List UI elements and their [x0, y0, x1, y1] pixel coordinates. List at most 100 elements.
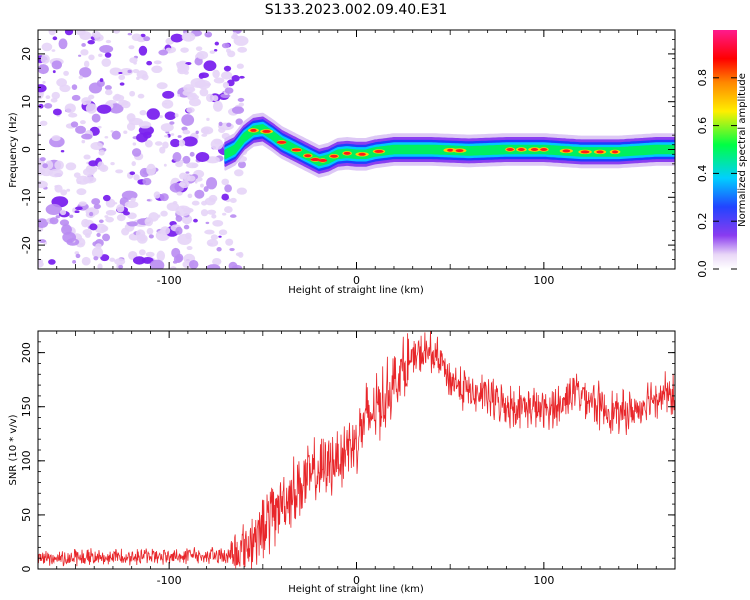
noise-blob [180, 47, 189, 53]
noise-blob [64, 30, 74, 36]
noise-blob [105, 102, 109, 106]
noise-blob [51, 49, 56, 52]
ridge-hotspot [530, 148, 539, 151]
noise-blob [216, 247, 222, 252]
noise-blob [51, 60, 63, 70]
noise-blob [177, 94, 181, 97]
noise-blob [127, 221, 138, 227]
noise-blob [113, 202, 118, 205]
noise-blob [206, 264, 221, 269]
noise-blob [181, 214, 193, 225]
noise-blob [175, 215, 183, 222]
noise-blob [162, 141, 169, 149]
noise-blob [200, 209, 209, 217]
noise-blob [203, 186, 209, 193]
spectrogram-x-tick-label: 100 [533, 274, 554, 287]
ridge-hotspot [374, 149, 384, 153]
noise-blob [237, 161, 246, 169]
noise-blob [121, 227, 130, 236]
noise-blob [229, 197, 237, 203]
noise-blob [81, 139, 86, 144]
noise-blob [59, 209, 67, 216]
noise-blob [54, 184, 63, 193]
noise-blob [143, 36, 151, 42]
noise-blob [81, 43, 86, 47]
noise-blob [139, 109, 147, 116]
noise-blob [136, 234, 148, 244]
noise-blob [78, 201, 87, 207]
noise-blob [56, 78, 68, 87]
noise-blob [206, 117, 210, 122]
noise-blob [236, 63, 244, 69]
noise-blob [75, 206, 83, 211]
noise-blob [110, 130, 114, 133]
snr-x-tick-label: 100 [533, 574, 554, 587]
noise-blob [164, 111, 176, 121]
noise-blob [221, 193, 230, 201]
ridge-hotspot [455, 149, 464, 153]
ridge-hotspot [517, 148, 525, 151]
noise-blob [210, 234, 218, 241]
noise-blob [89, 223, 98, 231]
noise-blob [89, 211, 94, 217]
noise-blob [138, 249, 146, 256]
noise-blob [97, 263, 103, 269]
noise-blob [194, 189, 205, 199]
noise-blob [233, 266, 239, 269]
noise-blob [146, 199, 151, 202]
noise-blob [205, 221, 210, 225]
noise-blob [99, 45, 114, 54]
noise-blob [76, 188, 87, 196]
frequency-ridge [224, 112, 675, 178]
snr-y-tick-label: 50 [20, 508, 33, 522]
noise-blob [224, 184, 232, 193]
noise-blob [169, 121, 175, 125]
snr-y-tick-label: 150 [20, 396, 33, 417]
noise-blob [131, 148, 142, 157]
noise-blob [73, 172, 81, 178]
noise-blob [85, 103, 97, 114]
noise-blob [239, 75, 245, 79]
noise-blob [159, 193, 169, 202]
noise-blob [174, 113, 179, 118]
noise-blob [183, 224, 190, 230]
noise-blob [100, 254, 110, 262]
noise-blob [141, 73, 149, 81]
noise-blob [149, 259, 165, 269]
noise-blob [208, 242, 214, 246]
noise-blob [91, 247, 104, 259]
noise-blob [101, 58, 112, 67]
noise-blob [186, 246, 193, 251]
noise-blob [102, 233, 111, 242]
colorbar-tick-label: 0.0 [696, 260, 709, 278]
noise-blob [70, 121, 79, 128]
noise-blob [206, 177, 218, 190]
noise-blob [52, 70, 56, 74]
noise-blob [229, 247, 235, 252]
noise-blob [159, 146, 166, 154]
noise-blob [153, 191, 161, 199]
noise-blob [188, 92, 197, 98]
noise-blob [211, 214, 217, 219]
noise-blob [182, 136, 198, 147]
snr-ticks: -100 0 100 0 50 100 150 200 [20, 330, 676, 587]
noise-blob [224, 87, 234, 94]
noise-blob [129, 57, 138, 64]
colorbar-gradient [713, 30, 737, 269]
noise-blob [201, 200, 208, 206]
noise-blob [209, 50, 216, 54]
noise-blob [74, 210, 80, 214]
noise-blob [88, 160, 98, 167]
ridge-hotspot [310, 158, 321, 162]
noise-blob [162, 90, 175, 99]
noise-blob [206, 209, 217, 215]
noise-blob [208, 194, 218, 203]
noise-blob [123, 130, 128, 134]
noise-blob [201, 133, 208, 137]
noise-blob [38, 218, 49, 229]
noise-blob [199, 88, 209, 97]
noise-blob [181, 126, 188, 131]
noise-blob [175, 226, 183, 235]
noise-blob [93, 203, 101, 210]
